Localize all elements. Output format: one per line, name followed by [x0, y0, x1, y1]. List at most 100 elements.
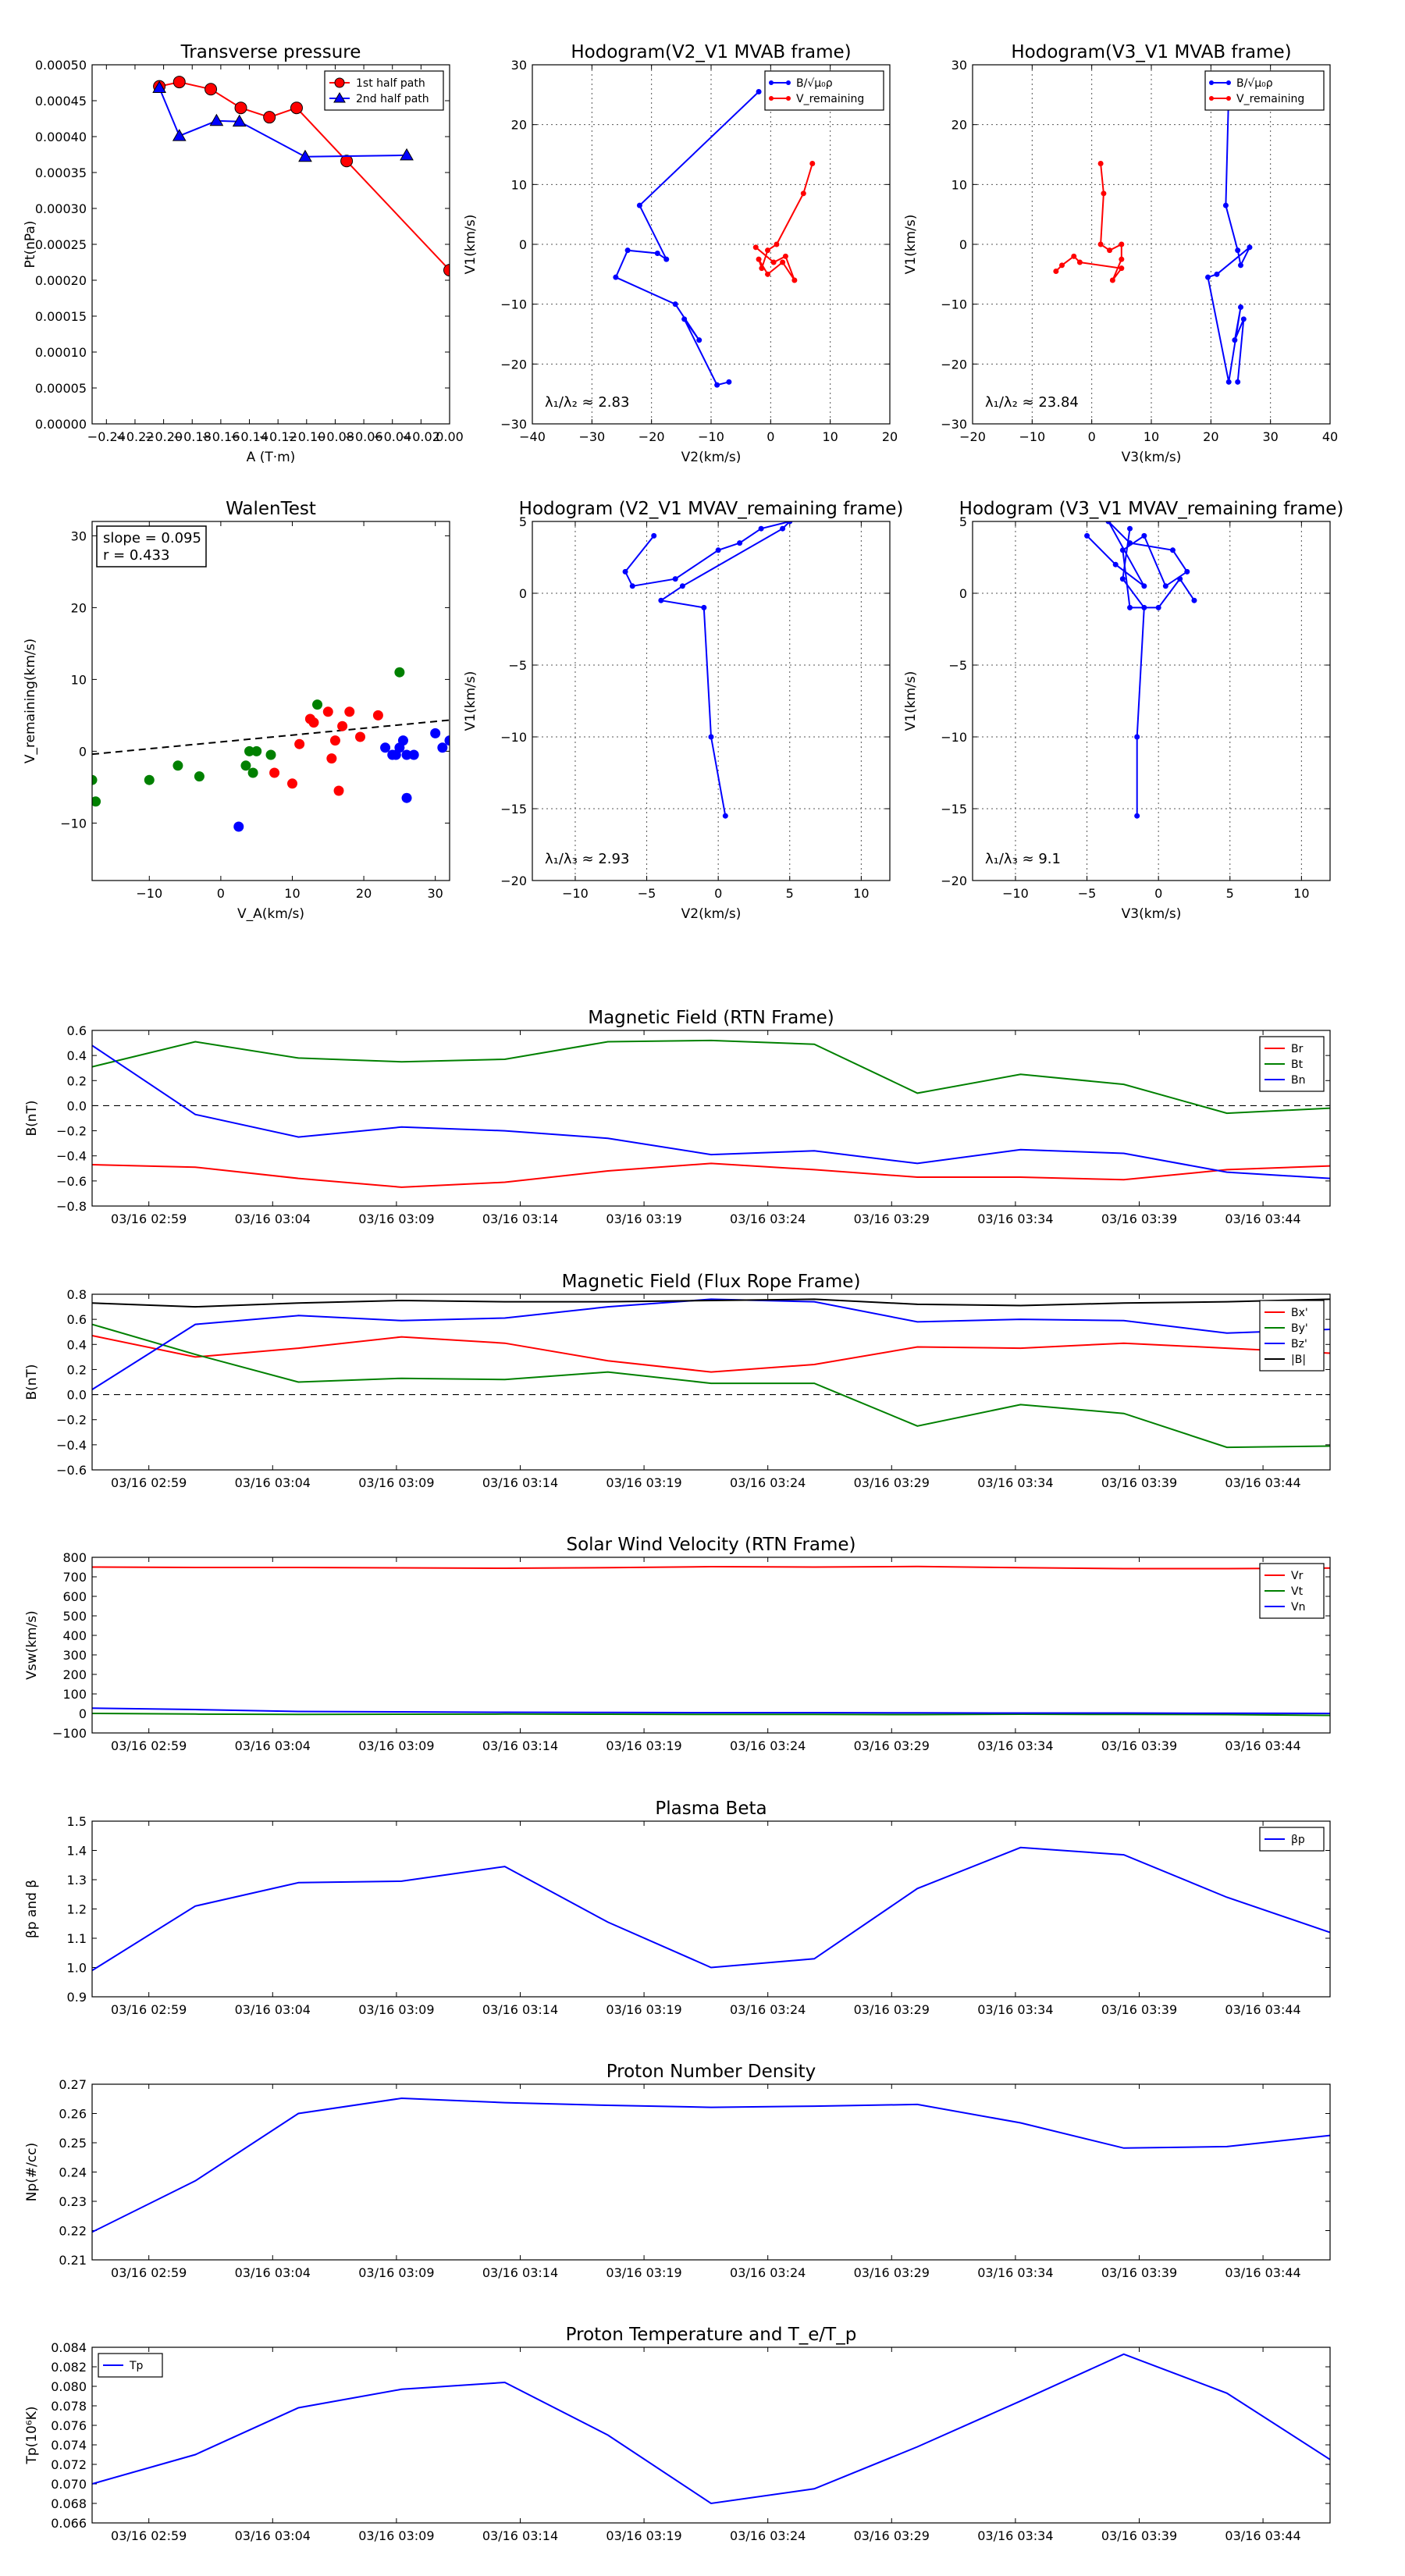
data-point-series-1 — [1127, 525, 1133, 532]
y-tick-label: 20 — [951, 118, 967, 133]
data-point-series-0 — [173, 760, 183, 771]
x-tick-label: 03/16 03:09 — [358, 1212, 434, 1226]
ratio-annotation: λ₁/λ₃ ≈ 2.93 — [545, 851, 629, 867]
data-point-b- — [726, 379, 732, 385]
y-tick-label: 0.070 — [51, 2477, 87, 2492]
y-tick-label: 0 — [519, 586, 527, 601]
y-axis-label: V1(km/s) — [903, 671, 919, 731]
y-tick-label: −20 — [941, 873, 967, 888]
data-point-v-remaining — [1053, 269, 1059, 274]
data-point-series-1 — [333, 785, 344, 796]
data-point-series-0 — [651, 532, 657, 539]
chart-title: WalenTest — [226, 499, 316, 519]
legend-label: B/√μ₀ρ — [1236, 77, 1273, 90]
data-point-series-0 — [92, 774, 98, 785]
data-point-v-remaining — [765, 247, 771, 254]
data-point-series-0 — [247, 767, 258, 778]
data-point-v-remaining — [780, 259, 786, 265]
x-tick-label: 03/16 03:34 — [977, 1475, 1053, 1490]
x-tick-label: 03/16 03:14 — [482, 2528, 558, 2543]
plot-area — [92, 2097, 1330, 2233]
legend: Bx' By' Bz' |B| — [1259, 1300, 1325, 1372]
y-tick-label: 0.074 — [51, 2438, 87, 2453]
chart-title: Magnetic Field (RTN Frame) — [588, 1008, 834, 1028]
x-tick-label: −20 — [638, 429, 665, 444]
data-point-b- — [1247, 244, 1253, 251]
data-point-series-0 — [1169, 547, 1176, 553]
y-axis-label: Vsw(km/s) — [24, 1610, 40, 1680]
series-line-b- — [1207, 91, 1250, 382]
series-line--b- — [92, 1298, 1330, 1308]
data-point-v-remaining — [1071, 253, 1077, 259]
x-axis-label: V3(km/s) — [1122, 906, 1182, 922]
data-point-v-remaining — [800, 190, 806, 197]
x-tick-label: −0.16 — [201, 429, 240, 444]
x-tick-label: 03/16 03:34 — [977, 1212, 1053, 1226]
axes-frame — [972, 64, 1331, 425]
x-tick-label: 03/16 02:59 — [111, 2528, 187, 2543]
data-point-series-2 — [408, 749, 419, 760]
axes-frame — [91, 2347, 1331, 2524]
y-tick-label: 0.21 — [59, 2253, 87, 2268]
y-tick-label: −10 — [941, 730, 967, 745]
data-point-series-1 — [1141, 604, 1147, 610]
x-tick-label: 03/16 03:09 — [358, 2002, 434, 2017]
y-tick-label: 0.00040 — [35, 130, 87, 144]
legend-label: B/√μ₀ρ — [796, 77, 833, 90]
y-tick-label: 0.26 — [59, 2107, 87, 2122]
series-line-bn — [92, 1044, 1330, 1179]
y-tick-label: 0 — [79, 744, 87, 759]
y-axis-label: βp and β — [24, 1880, 40, 1938]
y-tick-label: 5 — [959, 514, 967, 529]
plot-area — [92, 1298, 1330, 1449]
legend-label: |B| — [1291, 1354, 1306, 1366]
x-tick-label: 0 — [1088, 429, 1096, 444]
data-point-b- — [1222, 202, 1229, 208]
data-point-series-2 — [380, 742, 391, 753]
x-tick-label: 20 — [882, 429, 898, 444]
y-tick-label: 0.00015 — [35, 309, 87, 324]
y-axis-label: B(nT) — [24, 1100, 40, 1136]
y-tick-label: −5 — [508, 658, 527, 673]
x-tick-label: −0.10 — [287, 429, 325, 444]
x-tick-label: 03/16 03:29 — [854, 2002, 930, 2017]
x-tick-label: 03/16 02:59 — [111, 2265, 187, 2280]
data-point-v-remaining — [1119, 256, 1125, 262]
data-point-series-0 — [1191, 597, 1197, 603]
x-tick-label: 03/16 03:44 — [1225, 2002, 1300, 2017]
data-point-series-0 — [1141, 583, 1147, 589]
series-line-v-remaining — [1055, 163, 1123, 281]
x-tick-label: −10 — [136, 886, 162, 901]
data-point-series-1 — [1134, 734, 1140, 740]
chart-title: Hodogram(V3_V1 MVAB frame) — [1011, 42, 1291, 62]
y-tick-label: 0.25 — [59, 2136, 87, 2151]
stats-box — [96, 525, 207, 568]
x-tick-label: 03/16 03:04 — [235, 2265, 311, 2280]
x-tick-label: 03/16 03:04 — [235, 1212, 311, 1226]
x-tick-label: 03/16 03:39 — [1101, 1738, 1177, 1753]
legend-label: V_remaining — [1236, 93, 1304, 105]
y-tick-label: 0.084 — [51, 2340, 87, 2355]
data-point-series-2 — [401, 792, 412, 803]
chart-mag_rtn: 03/16 02:59 03/16 03:04 03/16 03:09 03/16 0… — [24, 1008, 1331, 1226]
series-line-bz- — [92, 1298, 1330, 1390]
legend-marker — [1226, 96, 1231, 101]
x-tick-label: 03/16 03:19 — [606, 1212, 681, 1226]
plot-area — [1084, 521, 1197, 819]
x-axis-label: V3(km/s) — [1122, 450, 1182, 465]
data-point-b- — [624, 247, 631, 254]
x-tick-label: 03/16 03:44 — [1225, 2265, 1300, 2280]
data-point-v-remaining — [1101, 190, 1107, 197]
x-tick-label: 03/16 03:44 — [1225, 1212, 1300, 1226]
x-tick-label: 10 — [1144, 429, 1159, 444]
data-point-series-1 — [322, 706, 333, 717]
legend-marker — [769, 96, 774, 101]
data-point-2nd-half-path — [400, 148, 414, 161]
x-tick-label: 03/16 02:59 — [111, 1475, 187, 1490]
x-tick-label: 10 — [853, 886, 869, 901]
data-point-v-remaining — [1107, 247, 1113, 254]
data-point-series-0 — [251, 745, 262, 756]
data-point-series-0 — [1127, 604, 1133, 610]
x-tick-label: −20 — [959, 429, 986, 444]
